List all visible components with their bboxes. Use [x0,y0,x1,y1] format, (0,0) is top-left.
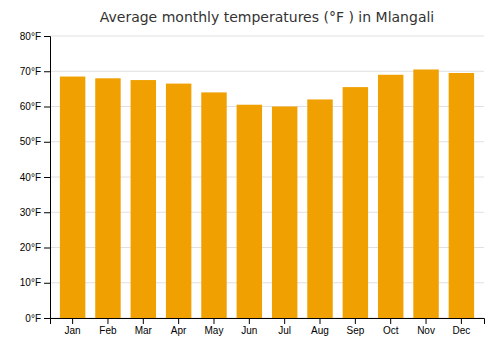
tick: Apr [171,318,187,336]
tick: 80°F [20,31,50,42]
tick: 50°F [20,136,50,147]
tick: Feb [99,318,117,336]
tick: 0°F [25,313,50,324]
tick-mark [213,318,214,324]
grid-line [50,36,484,37]
tick: Aug [311,318,329,336]
tick-mark [178,318,179,324]
tick: May [205,318,224,336]
tick: Jul [278,318,291,336]
tick-mark [426,318,427,324]
title: Average monthly temperatures (°F ) in Ml… [100,9,435,25]
x-axis: Jan Feb Mar Apr May Jun Jul Aug Sep Oct Nov Dec [51,318,485,336]
tick: Jan [65,318,81,336]
bar [201,92,226,318]
plot: 0°F 10°F 20°F 30°F 40°F 50°F 60°F 70°F 80°F Jan Fe… [20,31,485,336]
tick-label: Aug [311,325,329,336]
tick-mark [461,318,462,324]
bar [343,87,368,318]
tick-label: Jun [241,325,257,336]
grid [50,36,484,318]
tick-label: Oct [383,325,399,336]
bar [307,99,332,318]
bar [60,77,85,318]
tick: Oct [383,318,399,336]
tick-label: 40°F [20,172,41,183]
tick-label: 0°F [25,313,41,324]
bar [166,84,191,318]
tick-label: Apr [171,325,187,336]
tick-mark [44,107,50,108]
tick-mark [44,248,50,249]
tick-label: 60°F [20,101,41,112]
tick-label: 30°F [20,207,41,218]
tick-label: Jan [65,325,81,336]
tick: 30°F [20,207,50,218]
tick-label: Dec [452,325,470,336]
chart: 0°F 10°F 20°F 30°F 40°F 50°F 60°F 70°F 80°F Jan Fe… [0,0,500,350]
tick-mark [44,212,50,213]
tick: 60°F [20,101,50,112]
tick-label: May [205,325,224,336]
tick-mark [143,318,144,324]
tick: Dec [452,318,470,336]
tick-mark [320,318,321,324]
tick-label: 50°F [20,136,41,147]
tick: 70°F [20,66,50,77]
tick: Mar [135,318,153,336]
tick: 10°F [20,277,50,288]
bar [237,105,262,318]
tick: Jun [241,318,257,336]
axis-line [51,319,485,325]
tick-label: 80°F [20,31,41,42]
tick: 40°F [20,172,50,183]
tick-mark [44,36,50,37]
y-axis: 0°F 10°F 20°F 30°F 40°F 50°F 60°F 70°F 80°F [20,31,51,324]
bar [131,80,156,318]
tick-mark [44,71,50,72]
tick-mark [44,177,50,178]
tick-mark [284,318,285,324]
bar [95,78,120,318]
tick-label: 10°F [20,277,41,288]
tick-mark [107,318,108,324]
tick-mark [44,142,50,143]
tick-label: 70°F [20,66,41,77]
axis-line [44,37,51,319]
bar [378,75,403,318]
tick-mark [44,283,50,284]
tick-label: Jul [278,325,291,336]
tick-mark [249,318,250,324]
tick-label: Feb [99,325,117,336]
bar [449,73,474,318]
tick-label: Sep [346,325,364,336]
tick: Sep [346,318,364,336]
bars [60,69,474,318]
tick-label: Nov [417,325,435,336]
tick-mark [355,318,356,324]
tick: Nov [417,318,435,336]
tick-mark [44,318,50,319]
tick-label: Mar [135,325,153,336]
tick-mark [72,318,73,324]
tick-label: 20°F [20,242,41,253]
bar [272,107,297,319]
tick-mark [390,318,391,324]
bar [413,69,438,318]
tick: 20°F [20,242,50,253]
